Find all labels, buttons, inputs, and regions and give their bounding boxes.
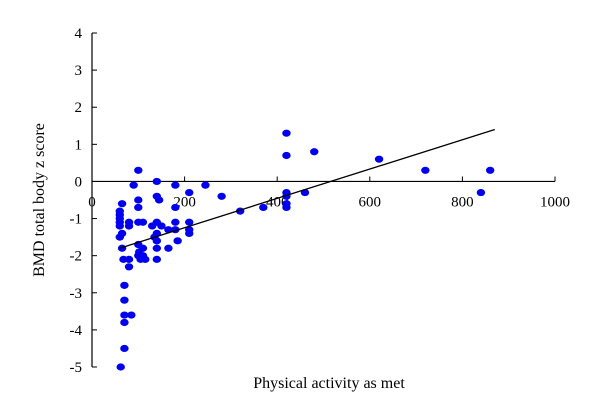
data-point (217, 192, 226, 200)
data-point (115, 222, 124, 230)
trend-line (119, 128, 496, 249)
data-point (282, 203, 291, 212)
data-point (152, 237, 162, 245)
y-tick-label: 3 (75, 63, 83, 79)
axes (91, 33, 555, 367)
data-point (138, 218, 148, 226)
data-point (141, 255, 150, 263)
y-tick-label: -3 (70, 286, 83, 302)
data-point (152, 255, 162, 263)
data-point (124, 263, 134, 271)
data-point (282, 151, 291, 160)
data-point (124, 255, 134, 263)
data-point (134, 196, 143, 204)
y-tick-label: 2 (75, 100, 83, 116)
y-axis-label: BMD total body z score (31, 123, 48, 277)
x-tick-label: 600 (359, 194, 382, 210)
data-point (134, 203, 143, 212)
data-point (120, 296, 129, 304)
y-tick-label: -5 (70, 360, 83, 376)
data-point (120, 281, 129, 289)
data-point (476, 188, 486, 197)
data-point (171, 203, 180, 212)
y-tick-label: -2 (70, 249, 83, 265)
data-point (157, 222, 166, 230)
data-points (115, 129, 495, 371)
data-point (154, 196, 164, 204)
y-tick-label: 4 (75, 26, 83, 42)
data-point (138, 244, 148, 252)
data-point (173, 237, 182, 245)
data-point (120, 318, 129, 327)
data-point (171, 181, 180, 189)
data-point (201, 181, 210, 189)
data-point (374, 155, 384, 163)
data-point (185, 188, 194, 197)
data-point (120, 311, 129, 319)
data-point (485, 166, 495, 174)
data-point (421, 166, 430, 174)
data-point (124, 222, 134, 230)
data-point (259, 203, 268, 212)
y-tick-label: 1 (75, 137, 83, 153)
data-point (117, 229, 127, 237)
y-tick-label: -4 (70, 323, 83, 339)
data-point (185, 218, 194, 226)
data-point (134, 166, 143, 174)
x-axis-label: Physical activity as met (253, 375, 405, 392)
data-point (185, 229, 194, 237)
x-tick-label: 0 (88, 194, 96, 210)
y-tick-label: -1 (70, 212, 83, 228)
x-tick-label: 800 (451, 194, 474, 210)
data-point (171, 218, 180, 226)
data-point (120, 344, 129, 353)
data-point (164, 226, 173, 234)
data-point (310, 148, 319, 156)
x-tick-label: 1000 (540, 194, 570, 210)
data-point (164, 244, 173, 252)
y-tick-label: 0 (75, 174, 83, 190)
data-point (152, 177, 162, 186)
data-point (117, 200, 127, 208)
y-axis-ticks: -5 -4 -3 -2 -1 0 1 2 3 4 (70, 26, 97, 376)
data-point (127, 311, 136, 319)
data-point (116, 363, 125, 371)
data-point (117, 244, 127, 252)
data-point (282, 129, 291, 137)
data-point (129, 181, 138, 189)
data-point (152, 244, 162, 252)
